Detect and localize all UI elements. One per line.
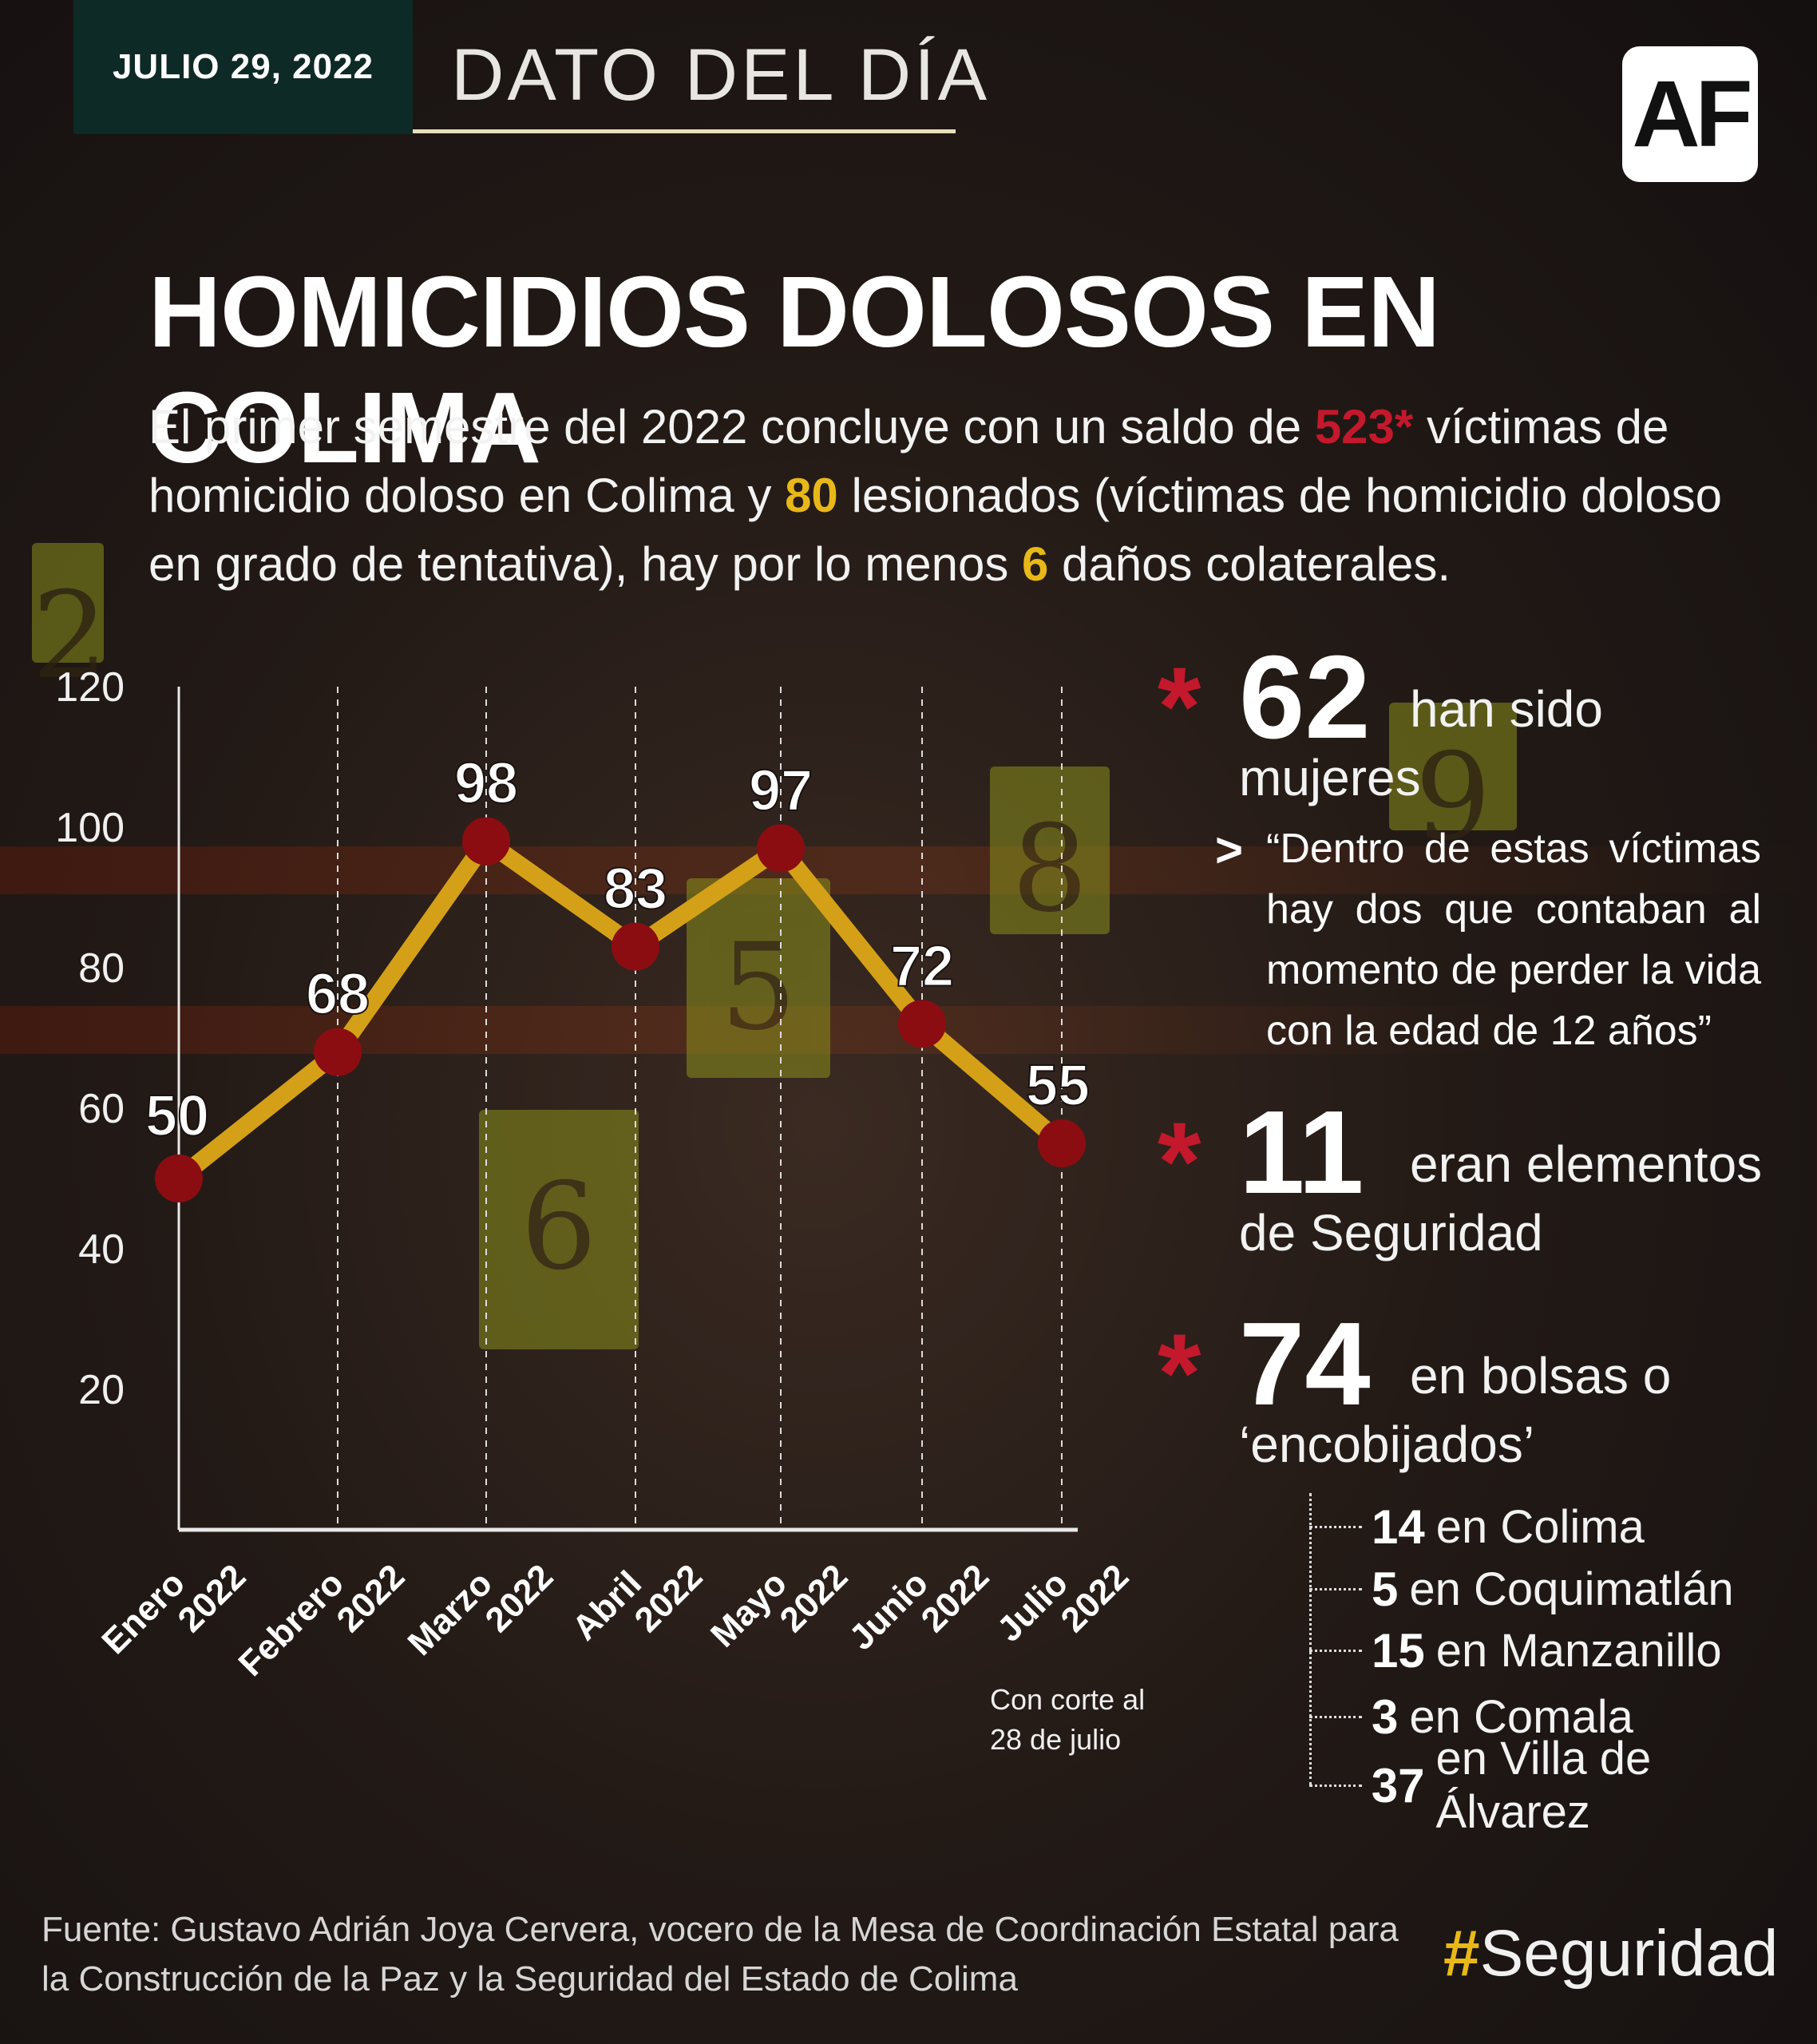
- section-title: DATO DEL DÍA: [451, 34, 991, 116]
- data-label: 55: [1026, 1054, 1090, 1118]
- breakdown-row: 37 en Villa de Álvarez: [1309, 1733, 1817, 1838]
- x-tick-label: Febrero2022: [232, 1530, 413, 1685]
- x-tick-label: Abril2022: [565, 1530, 711, 1675]
- evidence-marker: 6: [479, 1110, 639, 1349]
- intro-text: lesionados (víctimas de homicidio doloso…: [148, 469, 1723, 591]
- x-tick-label: Marzo2022: [401, 1530, 561, 1685]
- y-tick-label: 20: [78, 1367, 125, 1413]
- security-count: 11: [1239, 1087, 1364, 1218]
- women-count: 62: [1239, 632, 1371, 763]
- injured-count: 80: [785, 469, 838, 522]
- bags-label-b: ‘encobijados’: [1239, 1416, 1535, 1473]
- intro-text: daños colaterales.: [1048, 537, 1451, 591]
- women-label-a: han sido: [1410, 680, 1603, 738]
- security-label-a: eran elementos: [1410, 1135, 1763, 1193]
- data-point: [1038, 1119, 1086, 1167]
- breakdown-place: en Villa de Álvarez: [1435, 1733, 1652, 1838]
- breakdown-row: 5 en Coquimatlán: [1309, 1557, 1734, 1621]
- y-tick-label: 120: [55, 664, 125, 711]
- security-label-b: de Seguridad: [1239, 1204, 1543, 1262]
- breakdown-row: 14 en Colima: [1309, 1495, 1645, 1559]
- hashtag-text: Seguridad: [1479, 1917, 1779, 1990]
- section-underline: [413, 129, 956, 133]
- x-tick-label: Mayo2022: [703, 1530, 856, 1682]
- bags-label-a: en bolsas o: [1410, 1347, 1672, 1404]
- evidence-marker: 9: [1389, 703, 1517, 867]
- data-point: [462, 817, 510, 866]
- breakdown-count: 15: [1372, 1623, 1425, 1678]
- breakdown-place: en Manzanillo: [1435, 1624, 1722, 1677]
- hashtag: #Seguridad: [1443, 1916, 1778, 1991]
- breakdown-place: en Colima: [1435, 1500, 1645, 1553]
- data-point: [612, 922, 659, 971]
- data-point: [757, 824, 805, 873]
- y-tick-label: 60: [78, 1086, 125, 1132]
- breakdown-place: en Comala: [1409, 1690, 1633, 1743]
- data-point: [314, 1028, 362, 1076]
- data-label: 97: [749, 759, 813, 822]
- y-tick-label: 100: [55, 805, 125, 851]
- evidence-marker: 2: [32, 543, 108, 706]
- y-tick-label: 80: [78, 945, 125, 992]
- x-tick-label: Enero2022: [94, 1530, 253, 1685]
- chevron-right-icon: >: [1215, 823, 1244, 877]
- breakdown-count: 14: [1372, 1499, 1425, 1554]
- breakdown-place: en Coquimatlán: [1409, 1563, 1734, 1615]
- source-note: Fuente: Gustavo Adrián Joya Cervera, voc…: [42, 1910, 1399, 1998]
- page-title: HOMICIDIOS DOLOSOS EN COLIMA: [148, 256, 1440, 484]
- victims-count: 523*: [1314, 400, 1414, 454]
- intro-paragraph: El primer semestre del 2022 concluye con…: [148, 393, 1729, 599]
- data-point: [898, 1000, 946, 1048]
- data-label: 72: [890, 934, 954, 998]
- breakdown-count: 3: [1372, 1689, 1399, 1744]
- homicides-line-chart: 20 40 60 80 100 120 Enero2022Febrero2022Marzo2…: [55, 664, 1137, 1685]
- data-label: 50: [145, 1084, 209, 1148]
- collateral-count: 6: [1022, 537, 1049, 591]
- quote-text: “Dentro de estas víctimas hay dos que co…: [1266, 826, 1761, 1054]
- breakdown-connector: [1309, 1493, 1312, 1785]
- date-badge: JULIO 29, 2022: [73, 0, 413, 134]
- evidence-marker: 5: [687, 878, 830, 1078]
- women-label-b: mujeres: [1239, 749, 1421, 806]
- breakdown-count: 5: [1372, 1562, 1399, 1616]
- breakdown-count: 37: [1371, 1758, 1425, 1812]
- x-tick-label: Julio2022: [990, 1530, 1137, 1677]
- evidence-marker: 8: [990, 766, 1110, 939]
- asterisk-icon: *: [1158, 1310, 1201, 1436]
- chart-note: Con corte al 28 de julio: [990, 1683, 1146, 1756]
- asterisk-icon: *: [1158, 644, 1201, 769]
- intro-text: El primer semestre del 2022 concluye con…: [148, 400, 1315, 454]
- breakdown-row: 3 en Comala: [1309, 1685, 1633, 1749]
- data-label: 68: [306, 963, 370, 1027]
- breakdown-row: 15 en Manzanillo: [1309, 1618, 1722, 1682]
- bags-count: 74: [1239, 1298, 1371, 1430]
- intro-text: víctimas de homicidio doloso en Colima y: [148, 400, 1669, 522]
- asterisk-icon: *: [1158, 1099, 1201, 1224]
- hashtag-symbol: #: [1443, 1917, 1480, 1990]
- data-label: 83: [604, 858, 667, 921]
- y-tick-label: 40: [78, 1226, 125, 1273]
- x-tick-label: Junio2022: [841, 1530, 996, 1685]
- background-streak: [0, 846, 1817, 894]
- data-point: [155, 1155, 203, 1202]
- af-logo: AF: [1622, 46, 1758, 182]
- data-label: 98: [454, 752, 518, 816]
